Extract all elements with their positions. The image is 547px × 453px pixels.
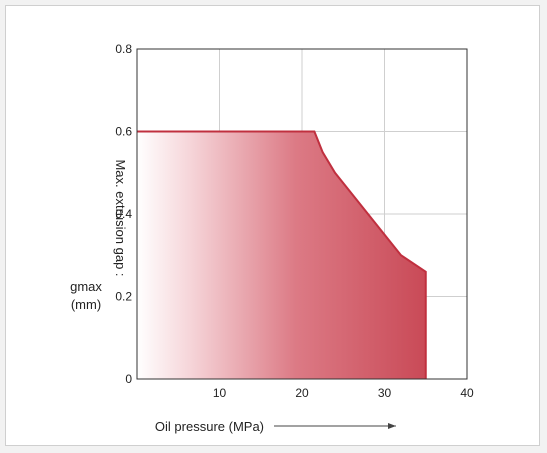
- x-axis-label: Oil pressure (MPa): [155, 419, 264, 434]
- x-axis-ticks: 10 20 30 40: [213, 386, 474, 400]
- operating-region-boundary: [137, 130, 427, 379]
- x-tick-label-0: 10: [213, 386, 227, 400]
- x-tick-label-1: 20: [295, 386, 309, 400]
- x-tick-label-2: 30: [378, 386, 392, 400]
- y-tick-label-2: 0.4: [115, 207, 132, 221]
- plot-area-border: [136, 48, 468, 380]
- x-axis-arrow: [274, 423, 396, 429]
- y-tick-label-4: 0.8: [115, 42, 132, 56]
- y-axis-label-unit: (mm): [71, 297, 101, 312]
- chart-frame: 10 20 30 40 0 0.2 0.4 0.6 0.8 Oil pressure (MPa…: [5, 5, 540, 446]
- y-tick-label-3: 0.6: [115, 125, 132, 139]
- y-tick-label-0: 0: [125, 372, 132, 386]
- y-tick-label-1: 0.2: [115, 290, 132, 304]
- y-axis-label-symbol: gmax: [70, 279, 102, 294]
- x-tick-label-3: 40: [460, 386, 474, 400]
- operating-region-area: [137, 131, 426, 379]
- y-axis-ticks: 0 0.2 0.4 0.6 0.8: [115, 42, 132, 386]
- chart-canvas: 10 20 30 40 0 0.2 0.4 0.6 0.8 Oil pressure (MPa…: [70, 42, 474, 434]
- y-axis-label-line1: Max. extrusion gap :: [113, 159, 128, 276]
